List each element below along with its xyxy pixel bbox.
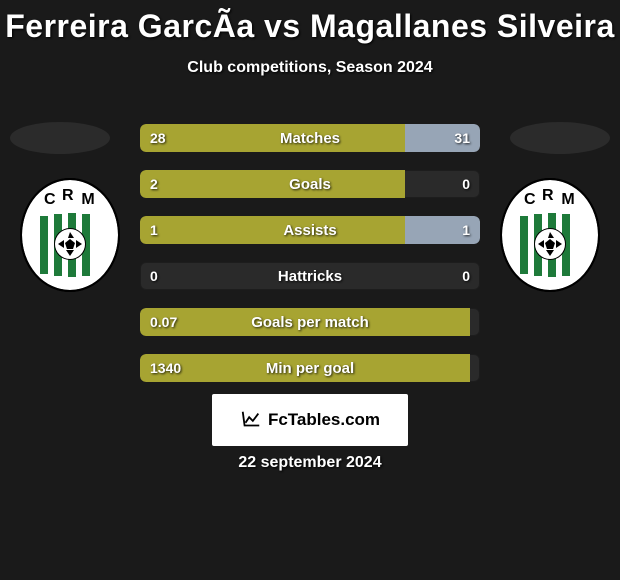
date-label: 22 september 2024 xyxy=(0,454,620,472)
attribution-badge: FcTables.com xyxy=(212,394,408,446)
stat-bar-left xyxy=(140,308,470,336)
stat-bar-right xyxy=(405,124,480,152)
stats-bars: 2831Matches20Goals11Assists00Hattricks0.… xyxy=(140,124,480,400)
stat-value-left: 0 xyxy=(140,262,168,290)
stat-bar-left xyxy=(140,124,405,152)
page-title: Ferreira GarcÃ­a vs Magallanes Silveira xyxy=(0,0,620,45)
crest-right: C R M xyxy=(500,178,600,292)
attribution-text: FcTables.com xyxy=(268,410,380,430)
stat-row: 20Goals xyxy=(140,170,480,198)
stat-row: 0 0Hattricks xyxy=(140,262,480,290)
chart-icon xyxy=(240,409,262,431)
flag-right xyxy=(510,122,610,154)
stat-row: 1340Min per goal xyxy=(140,354,480,382)
subtitle: Club competitions, Season 2024 xyxy=(0,59,620,77)
stat-label: Hattricks xyxy=(140,262,480,290)
stat-bar-right xyxy=(405,216,480,244)
stat-row: 11Assists xyxy=(140,216,480,244)
flag-left xyxy=(10,122,110,154)
stat-row: 0.07Goals per match xyxy=(140,308,480,336)
stat-value-right: 0 xyxy=(452,170,480,198)
crest-left: C R M xyxy=(20,178,120,292)
stat-bar-left xyxy=(140,216,405,244)
stat-bar-left xyxy=(140,170,405,198)
stat-value-right: 0 xyxy=(452,262,480,290)
stat-bar-left xyxy=(140,354,470,382)
stat-row: 2831Matches xyxy=(140,124,480,152)
